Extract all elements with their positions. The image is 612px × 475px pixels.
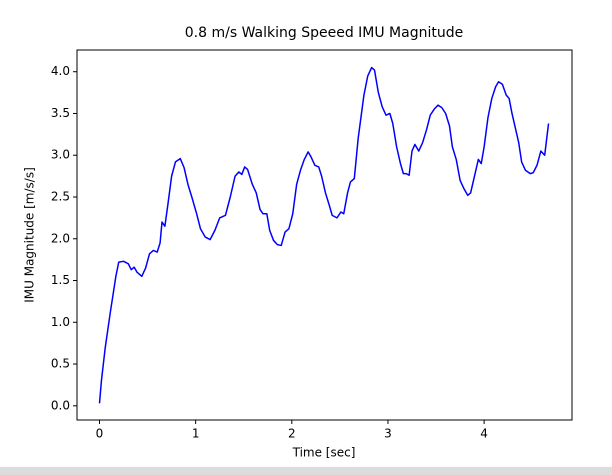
y-tick-label: 1.5 — [51, 273, 70, 287]
y-tick-label: 0.0 — [51, 398, 70, 412]
data-line — [98, 66, 550, 404]
bottom-bar — [0, 467, 612, 475]
y-tick-label: 0.5 — [51, 357, 70, 371]
y-tick-label: 3.0 — [51, 148, 70, 162]
y-tick-label: 1.0 — [51, 315, 70, 329]
x-tick-label: 0 — [96, 427, 104, 441]
x-tick-label: 3 — [384, 427, 392, 441]
x-tick-label: 4 — [480, 427, 488, 441]
x-axis-label: Time [sec] — [292, 446, 356, 460]
y-tick-label: 2.0 — [51, 231, 70, 245]
y-axis-label: IMU Magnitude [m/s/s] — [23, 167, 37, 303]
y-tick-label: 4.0 — [51, 64, 70, 78]
y-tick-label: 2.5 — [51, 189, 70, 203]
x-tick-label: 2 — [288, 427, 296, 441]
x-tick-label: 1 — [192, 427, 200, 441]
chart-title: 0.8 m/s Walking Speeed IMU Magnitude — [185, 25, 463, 41]
axes-frame — [76, 49, 573, 421]
y-tick-label: 3.5 — [51, 106, 70, 120]
